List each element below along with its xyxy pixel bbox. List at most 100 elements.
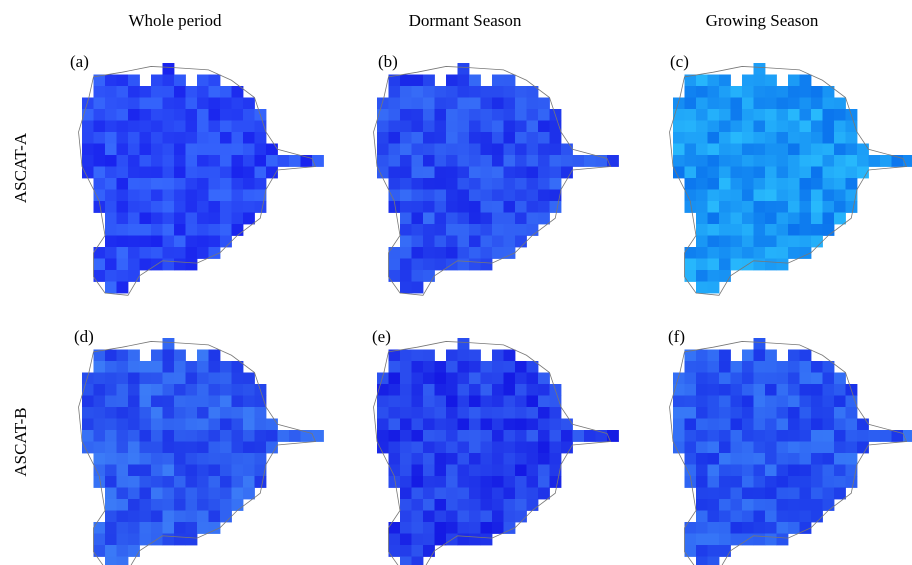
map-cell <box>811 476 823 488</box>
map-cell <box>503 372 516 385</box>
map-cell <box>480 143 493 156</box>
map-cell <box>469 499 481 511</box>
map-cell <box>503 487 516 500</box>
map-cell <box>469 453 481 465</box>
map-cell <box>503 74 516 87</box>
map-cell <box>434 522 447 534</box>
map-cell <box>811 372 823 385</box>
map-cell <box>388 120 401 133</box>
map-cell <box>526 499 539 511</box>
map-cell <box>526 224 539 236</box>
map-cell <box>197 74 209 87</box>
map-cell <box>719 384 731 396</box>
map-cell <box>220 86 232 98</box>
map-cell <box>480 453 493 465</box>
map-cell <box>446 97 458 110</box>
map-cell <box>446 499 458 511</box>
map-cell <box>411 453 424 465</box>
map-cell <box>845 430 858 442</box>
map-cell <box>446 132 458 144</box>
map-cell <box>174 441 186 454</box>
map-cell <box>684 384 697 396</box>
map-cell <box>776 189 789 202</box>
map-cell <box>595 430 608 442</box>
map-cell <box>139 120 152 133</box>
map-cell <box>128 361 140 373</box>
map-cell <box>162 120 175 133</box>
map-cell <box>549 120 562 133</box>
map-cell <box>480 201 493 213</box>
map-cell <box>231 372 244 385</box>
map-cell <box>116 270 129 282</box>
map-cell <box>707 86 720 98</box>
map-cell <box>128 120 140 133</box>
map-cell <box>93 372 106 385</box>
map-cell <box>446 418 458 431</box>
map-cell <box>707 395 720 408</box>
map-cell <box>411 395 424 408</box>
map-cell <box>561 155 573 167</box>
map-cell <box>174 178 186 190</box>
map-cell <box>411 522 424 534</box>
map-cell <box>811 384 823 396</box>
map-cell <box>446 453 458 465</box>
map-cell <box>503 441 516 454</box>
map-cell <box>707 97 720 110</box>
map-cell <box>434 430 447 442</box>
map-cell <box>197 407 209 419</box>
map-cell <box>400 155 412 167</box>
map-cell <box>753 212 766 225</box>
map-cell <box>719 132 731 144</box>
map-cell <box>423 201 435 213</box>
map-cell <box>174 86 186 98</box>
map-cell <box>185 224 198 236</box>
map-cell <box>673 97 685 110</box>
map-cell <box>128 510 140 523</box>
map-cell <box>388 464 401 477</box>
map-cell <box>220 132 232 144</box>
map-cell <box>208 522 221 534</box>
map-cell <box>434 86 447 98</box>
map-cell <box>515 476 527 488</box>
map-cell <box>503 155 516 167</box>
map-cell <box>185 235 198 248</box>
map-cell <box>469 349 481 362</box>
map-cell <box>719 74 731 87</box>
map-cell <box>231 361 244 373</box>
map-cell <box>388 430 401 442</box>
boundary <box>669 341 908 565</box>
column-title: Dormant Season <box>409 11 522 30</box>
map-cell <box>480 522 493 534</box>
map-cell <box>765 224 777 236</box>
map-cell <box>423 464 435 477</box>
map-cell <box>765 109 777 121</box>
map-cell <box>492 189 504 202</box>
map-cell <box>220 143 232 156</box>
map-cell <box>128 86 140 98</box>
map-cell <box>469 109 481 121</box>
map-cell <box>742 499 754 511</box>
map-cell <box>457 533 470 546</box>
map-cell <box>742 120 754 133</box>
map-cell <box>515 109 527 121</box>
map-cell <box>572 430 585 442</box>
map-cell <box>434 407 447 419</box>
map-cell <box>411 464 424 477</box>
map-cell <box>116 545 129 557</box>
map-cell <box>788 522 800 534</box>
map-cell <box>719 189 731 202</box>
map-cell <box>423 143 435 156</box>
map-cell <box>788 349 800 362</box>
map-cell <box>197 464 209 477</box>
map-cell <box>469 247 481 259</box>
map-cell <box>139 224 152 236</box>
map-cell <box>834 372 846 385</box>
map-cell <box>377 407 389 419</box>
map-cell <box>82 441 94 454</box>
map-cell <box>696 189 708 202</box>
map-cell <box>400 372 412 385</box>
map-cell <box>719 499 731 511</box>
map-cell <box>162 143 175 156</box>
map-cell <box>174 109 186 121</box>
map-cell <box>243 201 255 213</box>
